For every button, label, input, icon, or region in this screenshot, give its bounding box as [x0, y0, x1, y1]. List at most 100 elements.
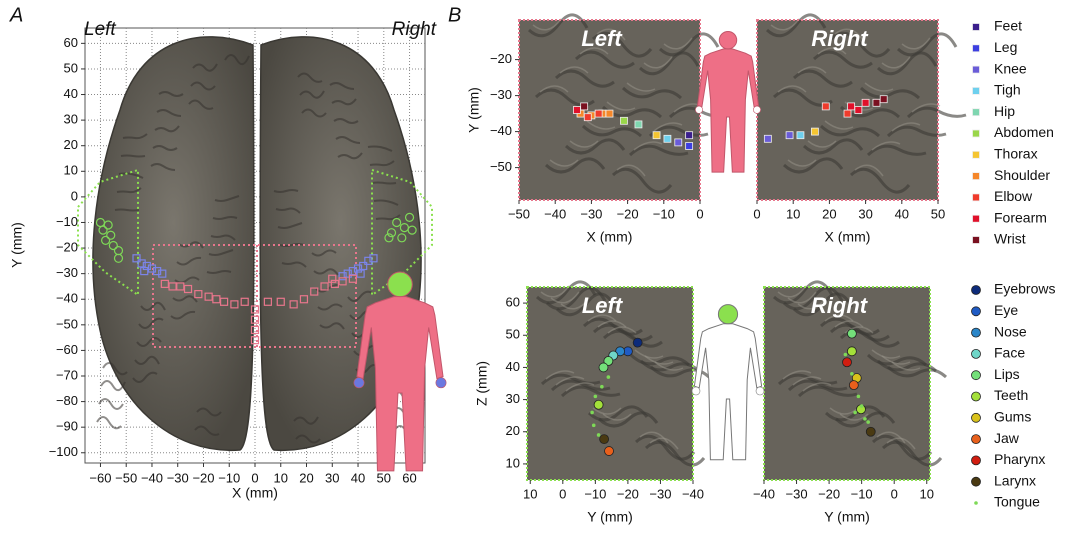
- point: [686, 132, 693, 139]
- subplot-title: Left: [581, 26, 623, 51]
- y-tick-label: −50: [56, 316, 78, 331]
- x-tick-label: −20: [192, 470, 214, 485]
- x-tick-label: 0: [696, 206, 703, 221]
- point: [972, 392, 981, 401]
- point: [972, 435, 981, 444]
- legend-label: Abdomen: [994, 124, 1054, 140]
- point: [847, 347, 856, 356]
- x-tick-label: −40: [682, 486, 704, 501]
- x-tick-label: −30: [649, 486, 671, 501]
- legend-label: Elbow: [994, 188, 1033, 204]
- point: [633, 338, 642, 347]
- y-axis-label: Z (mm): [474, 361, 490, 406]
- x-axis-label: X (mm): [825, 229, 871, 245]
- legend-label: Face: [994, 345, 1025, 361]
- annotation: Right: [392, 19, 437, 40]
- legend-label: Shoulder: [994, 167, 1050, 183]
- point: [880, 96, 887, 103]
- point: [620, 117, 627, 124]
- point: [844, 353, 848, 357]
- point: [866, 420, 870, 424]
- point: [590, 411, 594, 415]
- point: [972, 307, 981, 316]
- point: [973, 24, 980, 31]
- x-tick-label: 0: [891, 486, 898, 501]
- y-tick-label: −30: [56, 265, 78, 280]
- point: [592, 424, 596, 428]
- point: [607, 375, 611, 379]
- point: [822, 103, 829, 110]
- x-axis-label: Y (mm): [824, 509, 870, 525]
- point: [764, 135, 771, 142]
- subplot-title: Left: [582, 293, 624, 318]
- annotation: Left: [84, 19, 116, 40]
- y-tick-label: −10: [56, 214, 78, 229]
- y-tick-label: 10: [506, 455, 520, 470]
- point: [595, 110, 602, 117]
- y-tick-label: −30: [490, 87, 512, 102]
- x-tick-label: 10: [786, 206, 800, 221]
- y-tick-label: −20: [490, 51, 512, 66]
- body-head: [719, 31, 736, 48]
- body-hand: [695, 106, 702, 113]
- point: [844, 110, 851, 117]
- y-tick-label: −100: [49, 444, 78, 459]
- point: [973, 109, 980, 116]
- point: [866, 427, 875, 436]
- x-tick-label: −20: [818, 486, 840, 501]
- x-axis-label: X (mm): [232, 485, 278, 501]
- x-tick-label: −10: [851, 486, 873, 501]
- x-tick-label: −40: [544, 206, 566, 221]
- gyrus: [121, 156, 145, 157]
- y-tick-label: 20: [506, 423, 520, 438]
- x-tick-label: 20: [822, 206, 836, 221]
- point: [853, 411, 857, 415]
- x-axis-label: Y (mm): [587, 509, 633, 525]
- y-axis-label: Y (mm): [9, 222, 25, 268]
- point: [855, 107, 862, 114]
- point: [606, 110, 613, 117]
- y-tick-label: 30: [506, 391, 520, 406]
- x-tick-label: 0: [251, 470, 258, 485]
- legend-label: Eye: [994, 302, 1018, 318]
- y-tick-label: 20: [64, 137, 78, 152]
- body-hand: [756, 387, 764, 395]
- point: [862, 99, 869, 106]
- point: [974, 501, 978, 505]
- point: [584, 114, 591, 121]
- x-tick-label: −30: [167, 470, 189, 485]
- body-hand: [354, 378, 364, 388]
- point: [973, 215, 980, 222]
- point: [973, 87, 980, 94]
- y-tick-label: −80: [56, 393, 78, 408]
- point: [843, 358, 852, 367]
- point: [972, 349, 981, 358]
- x-tick-label: −40: [141, 470, 163, 485]
- body-head: [388, 272, 413, 297]
- point: [797, 132, 804, 139]
- point: [973, 45, 980, 52]
- y-tick-label: 50: [506, 327, 520, 342]
- gyrus: [372, 183, 396, 184]
- body-hand: [692, 387, 700, 395]
- y-axis-label: Y (mm): [466, 87, 482, 133]
- legend-label: Gums: [994, 409, 1031, 425]
- legend-label: Thorax: [994, 146, 1038, 162]
- y-tick-label: 10: [64, 163, 78, 178]
- body-hand: [436, 378, 446, 388]
- y-tick-label: −20: [56, 239, 78, 254]
- body-figure: [698, 49, 759, 172]
- y-tick-label: −50: [490, 159, 512, 174]
- point: [973, 237, 980, 244]
- x-tick-label: 40: [351, 470, 365, 485]
- legend-label: Tongue: [994, 494, 1040, 510]
- point: [850, 372, 854, 376]
- legend-label: Hip: [994, 103, 1015, 119]
- point: [857, 395, 861, 399]
- y-tick-label: −70: [56, 367, 78, 382]
- point: [848, 103, 855, 110]
- y-tick-label: −90: [56, 419, 78, 434]
- x-tick-label: −20: [617, 206, 639, 221]
- legend-label: Forearm: [994, 209, 1047, 225]
- legend-label: Teeth: [994, 387, 1028, 403]
